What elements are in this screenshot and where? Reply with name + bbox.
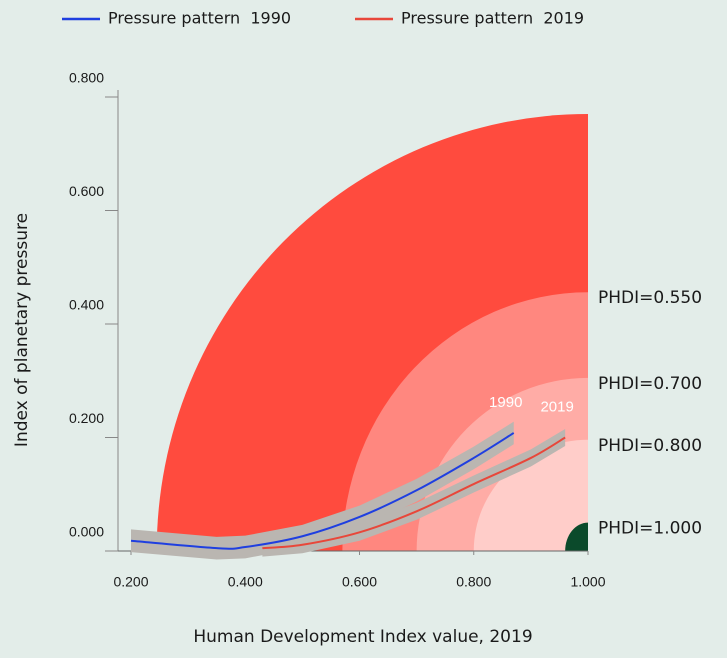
confidence-ribbon <box>262 428 566 557</box>
x-tick-label: 1.000 <box>570 574 605 590</box>
y-tick-label: 0.600 <box>69 183 104 199</box>
legend-label: Pressure pattern 1990 <box>108 9 291 28</box>
y-tick-label: 0.000 <box>69 524 104 540</box>
region-label: PHDI=0.800 <box>598 436 702 456</box>
x-tick-label: 0.200 <box>113 574 148 590</box>
region-label: PHDI=0.550 <box>598 288 702 308</box>
y-tick-label: 0.200 <box>69 410 104 426</box>
x-axis-title: Human Development Index value, 2019 <box>193 627 532 647</box>
y-axis-title: Index of planetary pressure <box>12 213 32 447</box>
x-tick-label: 0.800 <box>456 574 491 590</box>
series-line <box>262 436 566 550</box>
y-tick-label: 0.400 <box>69 297 104 313</box>
pressure-region <box>565 522 588 551</box>
region-label: PHDI=1.000 <box>598 519 702 539</box>
y-tick-label: 0.800 <box>69 70 104 86</box>
series-line <box>130 432 515 550</box>
x-tick-label: 0.400 <box>228 574 263 590</box>
x-tick-label: 0.600 <box>342 574 377 590</box>
legend-label: Pressure pattern 2019 <box>401 9 584 28</box>
series-annotation: 2019 <box>540 398 573 415</box>
series-annotation: 1990 <box>489 394 522 411</box>
region-label: PHDI=0.700 <box>598 374 702 394</box>
pressure-region <box>473 439 588 551</box>
